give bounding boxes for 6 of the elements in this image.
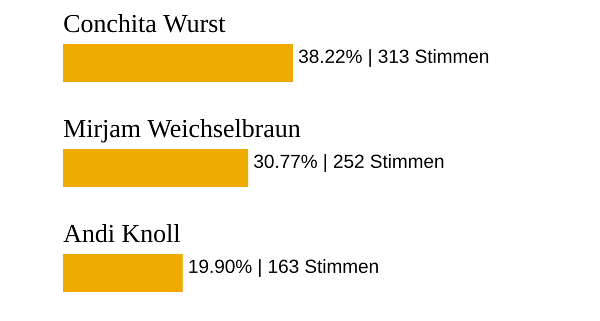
y-tick-label: Andi Knoll [63,224,180,242]
y-tick-label: Mirjam Weichselbraun [64,119,300,143]
data-label: 38.22% | 313 Stimmen [298,49,488,67]
data-label: 30.77% | 252 Stimmen [254,154,444,172]
y-tick-label: Conchita Wurst [64,14,226,32]
data-label: 19.90% | 163 Stimmen [189,259,378,277]
